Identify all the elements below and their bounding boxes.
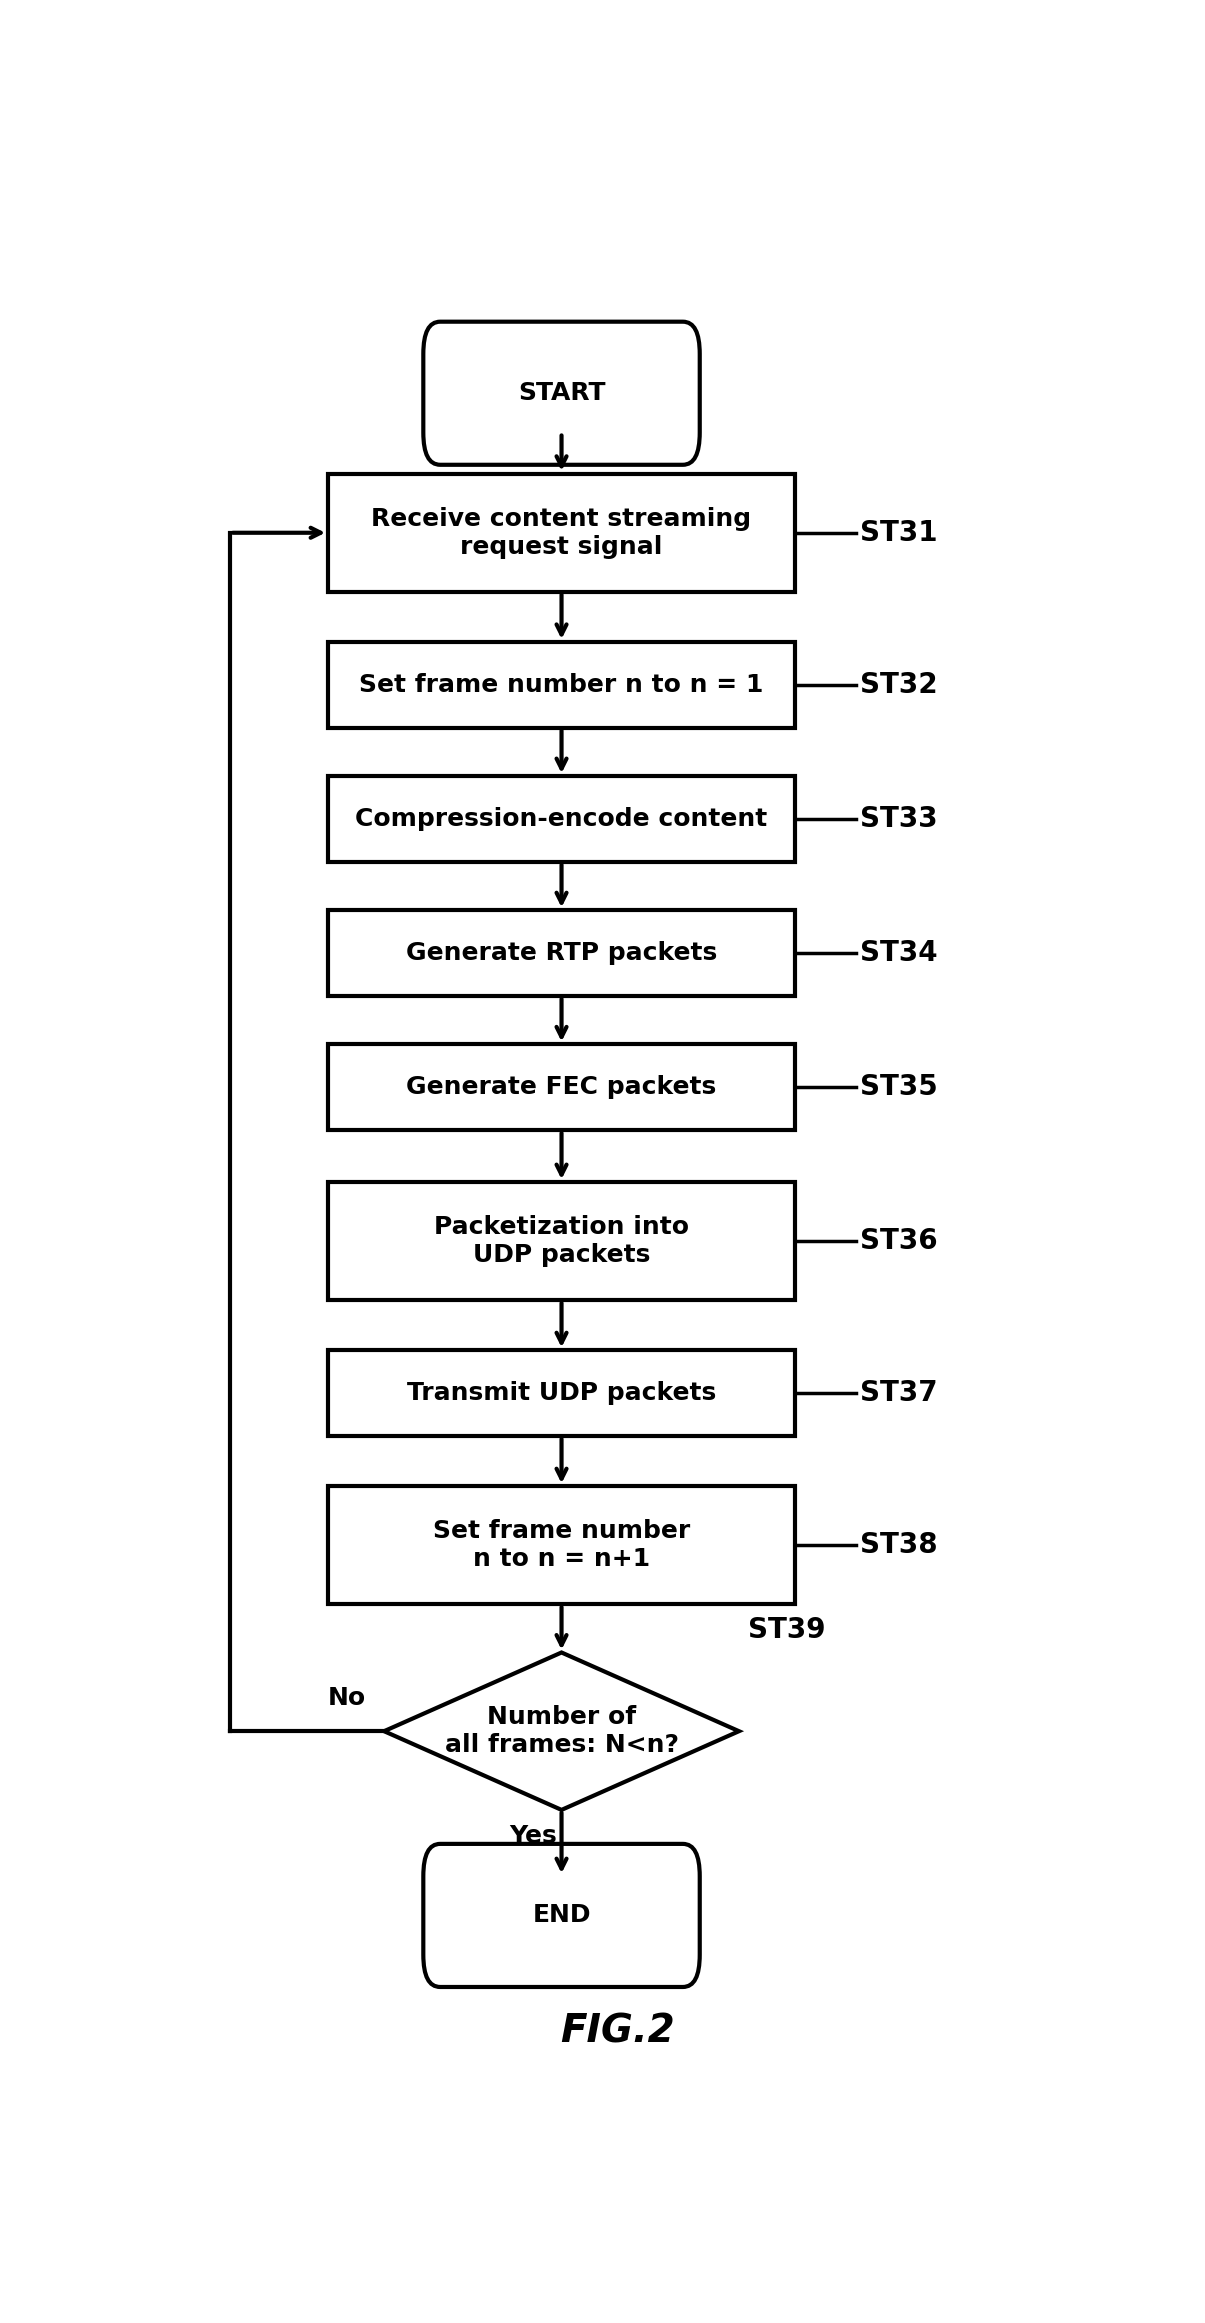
Text: Number of
all frames: N<n?: Number of all frames: N<n? <box>445 1705 678 1756</box>
Text: Compression-encode content: Compression-encode content <box>355 806 768 832</box>
Text: Generate RTP packets: Generate RTP packets <box>406 941 717 964</box>
Text: ST33: ST33 <box>860 806 937 834</box>
Text: ST38: ST38 <box>860 1531 937 1559</box>
Polygon shape <box>384 1652 739 1810</box>
Text: ST31: ST31 <box>860 518 937 546</box>
Text: START: START <box>518 381 605 404</box>
Text: Transmit UDP packets: Transmit UDP packets <box>407 1382 716 1405</box>
Text: ST35: ST35 <box>860 1073 939 1101</box>
FancyBboxPatch shape <box>423 1844 700 1986</box>
Text: Packetization into
UDP packets: Packetization into UDP packets <box>434 1215 689 1266</box>
Text: ST34: ST34 <box>860 938 937 966</box>
Bar <box>328 1045 795 1131</box>
Bar <box>328 1487 795 1605</box>
Text: ST36: ST36 <box>860 1227 937 1254</box>
Text: No: No <box>328 1686 365 1710</box>
Bar <box>328 641 795 727</box>
FancyBboxPatch shape <box>423 321 700 465</box>
Text: FIG.2: FIG.2 <box>560 2012 675 2051</box>
Text: Set frame number
n to n = n+1: Set frame number n to n = n+1 <box>433 1519 690 1570</box>
Text: Set frame number n to n = 1: Set frame number n to n = 1 <box>359 674 764 697</box>
Text: ST39: ST39 <box>748 1614 825 1645</box>
Bar <box>328 776 795 862</box>
Text: END: END <box>533 1903 590 1928</box>
Bar <box>328 911 795 997</box>
Text: Generate FEC packets: Generate FEC packets <box>406 1076 717 1099</box>
Bar <box>328 474 795 592</box>
Bar <box>328 1350 795 1436</box>
Text: Receive content streaming
request signal: Receive content streaming request signal <box>371 506 752 558</box>
Text: ST37: ST37 <box>860 1380 937 1408</box>
Bar <box>328 1182 795 1301</box>
Text: ST32: ST32 <box>860 671 937 699</box>
Text: Yes: Yes <box>510 1824 558 1849</box>
